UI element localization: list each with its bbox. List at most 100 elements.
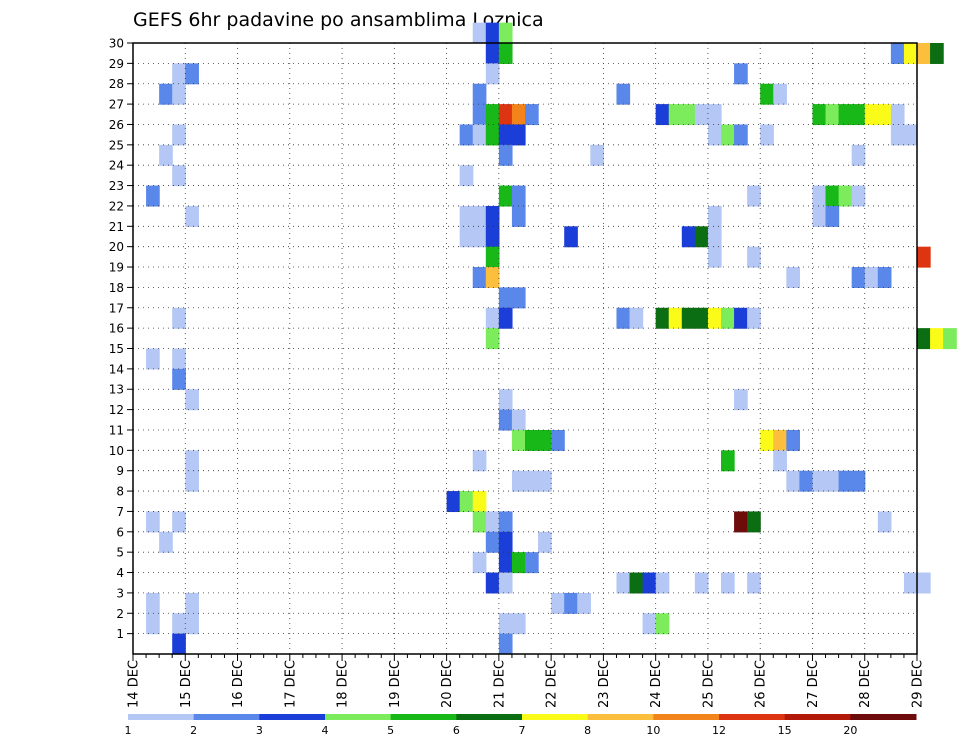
precip-cell [629,307,644,329]
precip-cell [172,307,186,329]
y-tick-label: 22 [109,199,124,213]
precip-cell [890,124,905,146]
precip-cell [459,205,474,227]
precip-cell [551,429,565,451]
precip-cell [485,511,500,533]
precip-cell [146,592,160,614]
colorbar-label: 5 [387,724,394,737]
precip-cell [498,633,513,655]
precip-cell [498,389,513,411]
precip-cell [498,552,513,574]
precip-cell [485,531,500,553]
precip-cell [511,205,526,227]
colorbar-swatch [850,714,917,720]
precip-cell [498,43,513,64]
precip-cell [734,307,748,329]
precip-cell [721,124,735,146]
grid-lines [133,42,917,654]
precip-cell [485,267,500,288]
colorbar-label: 20 [843,724,857,737]
precip-cell [851,104,866,126]
precip-cell [707,205,722,227]
precip-cell [747,511,761,533]
precip-cell [616,307,631,329]
colorbar-swatch [325,714,392,720]
x-tick-label: 21 DEC [492,660,507,708]
precip-cell [681,226,696,248]
precip-cell [890,43,905,64]
y-tick-label: 19 [109,261,124,275]
precip-cell [472,491,487,513]
colorbar-label: 8 [584,724,591,737]
precip-cell [525,552,539,574]
precip-cell [538,531,552,553]
precip-cell [734,511,748,533]
colorbar-label: 15 [778,724,792,737]
precip-cell [786,429,800,451]
precip-cell [903,124,918,146]
colorbar-swatch [522,714,589,720]
precip-cell [538,470,552,492]
x-tick-label: 19 DEC [388,660,403,708]
y-tick-label: 2 [116,607,124,621]
y-tick-label: 30 [109,37,124,51]
colorbar-swatch [587,714,654,720]
precip-cell [498,511,513,533]
precip-cell [511,185,526,207]
precip-cell [472,104,487,126]
colorbar-swatch [390,714,457,720]
precip-cell [864,267,879,288]
precip-cell [485,572,500,594]
precip-cell [472,205,487,227]
precip-cell [943,328,957,350]
precip-cell [472,267,487,288]
y-tick-label: 26 [109,118,124,132]
precip-cell [185,613,199,635]
precip-cell [185,592,199,614]
precip-cell [472,226,487,248]
precip-cell [773,429,787,451]
colorbar: 1 2 3 4 5 6 7 8 10 12 15 20 [125,714,917,737]
precip-cell [564,592,578,614]
precip-cell [747,185,761,207]
precip-cell [498,22,513,44]
precip-cell [838,185,853,207]
colorbar-swatch [193,714,260,720]
precip-cell [707,104,722,126]
precip-cell [851,185,866,207]
precip-cell [655,572,670,594]
y-tick-label: 21 [109,220,124,234]
precip-cell [747,246,761,268]
precip-cell [525,104,539,126]
x-tick-label: 17 DEC [283,660,298,708]
precip-cell [498,124,513,146]
precip-cell [498,185,513,207]
precip-cell [721,572,735,594]
y-tick-label: 9 [116,464,124,478]
precip-cell [485,104,500,126]
precip-cell [734,389,748,411]
precip-cell [877,267,892,288]
x-tick-label: 22 DEC [545,660,560,708]
precip-cell [721,450,735,472]
precip-cell [159,144,173,166]
chart-title: GEFS 6hr padavine po ansamblima Loznica [133,9,544,31]
precip-cell [851,470,866,492]
precip-cell [734,124,748,146]
precip-cell [472,552,487,574]
precip-cell [590,144,604,166]
precip-cell [786,267,800,288]
y-tick-label: 3 [116,586,124,600]
precip-cell [629,572,644,594]
precip-cell [655,613,670,635]
precip-cell [825,470,840,492]
precip-cell [485,205,500,227]
colorbar-swatch [456,714,523,720]
y-tick-label: 10 [109,444,124,458]
colorbar-swatch [259,714,326,720]
precip-cell [903,43,918,64]
y-tick-label: 14 [109,362,124,376]
precip-cell [825,185,840,207]
precip-cell [851,144,866,166]
y-tick-label: 11 [109,423,124,437]
